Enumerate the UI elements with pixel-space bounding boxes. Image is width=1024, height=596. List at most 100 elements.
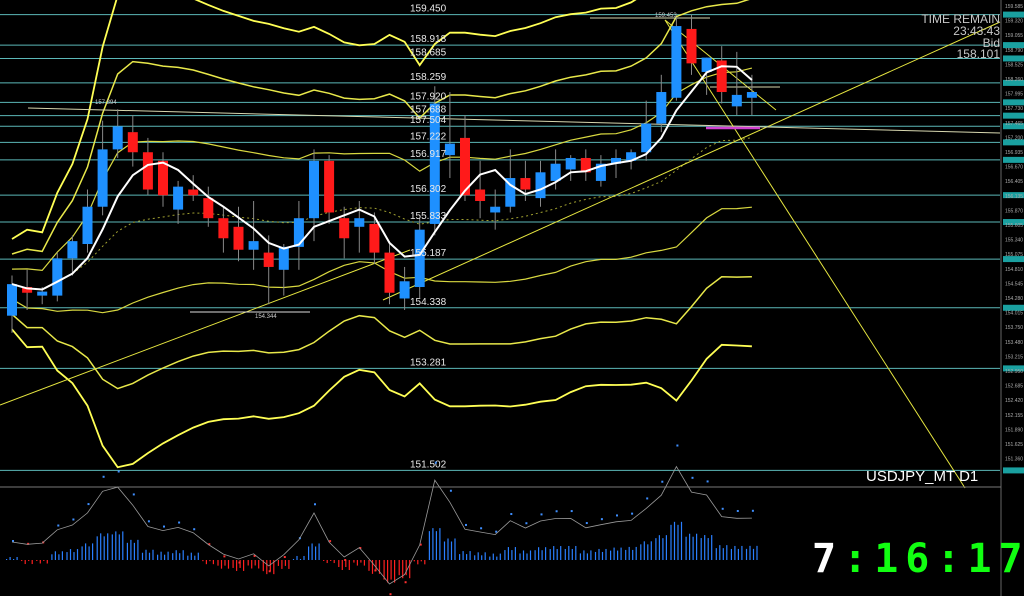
- axis-tick-label: 154.545: [1005, 281, 1023, 287]
- osc-dot: [12, 540, 14, 542]
- osc-bar: [299, 558, 302, 560]
- osc-bar: [650, 541, 652, 560]
- osc-bar: [719, 545, 721, 560]
- candle-body: [309, 160, 319, 219]
- osc-dot: [57, 524, 60, 527]
- osc-bar: [13, 559, 15, 560]
- osc-dot: [359, 547, 362, 550]
- osc-bar: [575, 545, 577, 560]
- candle-body: [611, 157, 621, 164]
- level-label: 154.338: [410, 297, 447, 308]
- osc-bar: [330, 560, 332, 561]
- candle-body: [535, 172, 546, 199]
- candle-body: [686, 28, 697, 64]
- osc-bar: [474, 555, 476, 560]
- axis-tick-label: 154.015: [1005, 311, 1023, 317]
- osc-bar: [741, 545, 743, 560]
- osc-bar: [432, 528, 434, 560]
- osc-bar: [405, 560, 407, 576]
- axis-tick-label: 157.465: [1005, 121, 1023, 127]
- osc-bar: [628, 546, 630, 560]
- osc-bar: [617, 550, 619, 560]
- osc-dot: [163, 525, 165, 528]
- candle-body: [716, 60, 727, 93]
- osc-bar: [172, 553, 174, 560]
- osc-bar: [236, 560, 238, 571]
- level-axis-marker: [1003, 304, 1024, 311]
- osc-bar: [620, 547, 622, 560]
- osc-bar: [484, 552, 486, 560]
- candle-body: [37, 291, 48, 296]
- time-remain-value: 23:43:43: [953, 24, 1000, 38]
- osc-bar: [76, 549, 79, 560]
- osc-dot: [329, 540, 332, 543]
- candle-body: [188, 189, 199, 196]
- osc-bar: [685, 536, 687, 560]
- osc-bar: [288, 560, 290, 569]
- osc-bar: [179, 553, 181, 560]
- candle-body: [218, 218, 229, 239]
- osc-bar: [594, 551, 597, 560]
- candle: [414, 218, 425, 299]
- osc-dot: [283, 556, 286, 559]
- osc-bar: [311, 543, 313, 560]
- osc-bar: [504, 550, 506, 560]
- candle: [52, 252, 63, 302]
- osc-bar: [130, 539, 132, 560]
- osc-bar: [560, 546, 562, 560]
- candle: [203, 186, 214, 227]
- osc-bar: [680, 521, 683, 560]
- candle-body: [414, 229, 425, 288]
- candle-body: [641, 123, 652, 153]
- osc-bar: [284, 560, 286, 566]
- osc-dot: [510, 513, 513, 516]
- bid-label: Bid: [982, 36, 1000, 50]
- osc-bar: [643, 541, 645, 560]
- osc-bar: [209, 560, 211, 562]
- osc-bar: [194, 555, 196, 560]
- candle-body: [444, 143, 455, 156]
- osc-bar: [511, 550, 513, 560]
- ma-line: [11, 65, 753, 291]
- candle: [369, 212, 380, 265]
- osc-bar: [28, 560, 30, 562]
- osc-bar: [348, 560, 350, 570]
- osc-bar: [137, 539, 139, 560]
- candle-body: [278, 246, 289, 270]
- axis-tick-label: 152.420: [1005, 398, 1023, 404]
- osc-bar: [31, 560, 33, 565]
- osc-bar: [632, 549, 634, 560]
- osc-bar: [715, 548, 717, 560]
- candle-body: [746, 92, 757, 98]
- band-line: [11, 0, 750, 255]
- trend-line: [664, 19, 966, 489]
- osc-bar: [182, 550, 184, 560]
- osc-bar: [605, 548, 607, 560]
- osc-dot: [419, 543, 422, 546]
- osc-bar: [368, 560, 370, 571]
- osc-bar: [424, 560, 426, 565]
- level-axis-marker: [1003, 55, 1024, 62]
- axis-tick-label: 159.055: [1005, 33, 1023, 39]
- level-label: 156.917: [410, 149, 447, 160]
- osc-bar: [696, 533, 698, 560]
- osc-bar: [88, 546, 90, 560]
- osc-bar: [435, 531, 437, 560]
- osc-bar: [700, 538, 702, 560]
- osc-bar: [514, 547, 516, 560]
- osc-bar: [187, 555, 189, 560]
- osc-bar: [375, 560, 377, 571]
- level-axis-marker: [1003, 219, 1024, 226]
- osc-dot: [132, 493, 135, 496]
- osc-dot: [646, 497, 649, 500]
- level-axis-marker: [1003, 256, 1024, 263]
- osc-bar: [103, 536, 105, 560]
- osc-bar: [447, 538, 449, 560]
- osc-bar: [598, 548, 600, 560]
- osc-bar: [277, 560, 279, 566]
- osc-bar: [428, 531, 430, 560]
- osc-dot: [449, 489, 452, 492]
- clock-hours: 7: [812, 536, 844, 582]
- band-line: [11, 67, 753, 272]
